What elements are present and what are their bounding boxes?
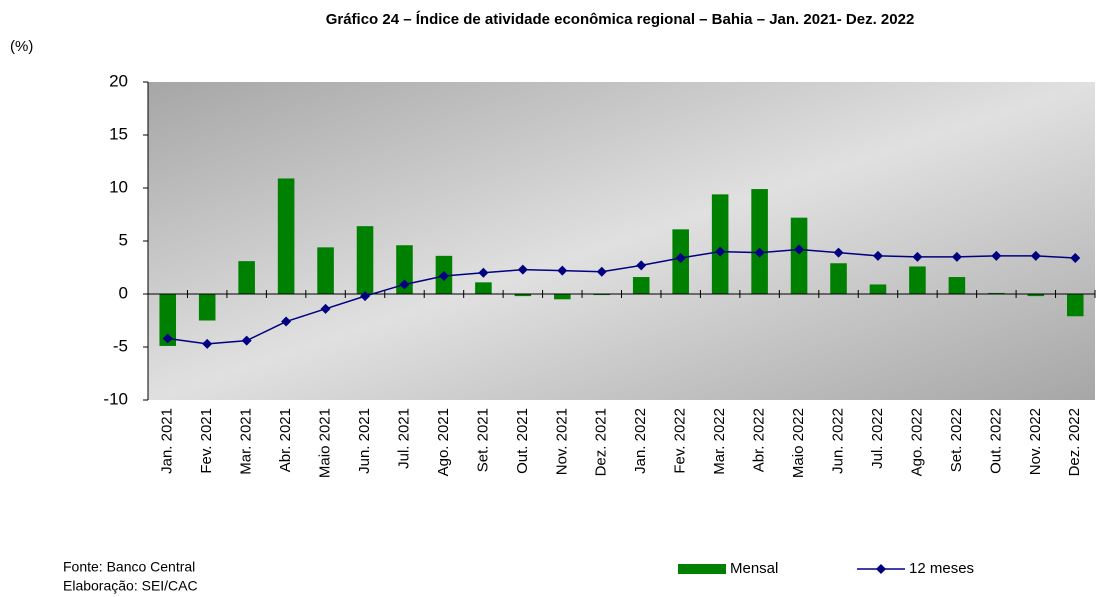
marker [951, 251, 962, 262]
x-tick-label: Nov. 2021 [553, 408, 570, 475]
x-tick-label: Abr. 2021 [277, 408, 294, 472]
y-tick-label: 5 [119, 230, 128, 249]
source-note: Fonte: Banco Central [63, 559, 195, 575]
x-tick-label: Ago. 2021 [435, 408, 452, 476]
x-tick-label: Mar. 2022 [711, 408, 728, 475]
marker [912, 251, 923, 262]
marker [557, 265, 568, 276]
x-tick-label: Dez. 2022 [1066, 408, 1083, 476]
marker [596, 266, 607, 277]
bar [514, 294, 532, 297]
marker [794, 244, 805, 255]
marker [360, 291, 371, 302]
x-tick-label: Fev. 2022 [672, 408, 689, 474]
marker [478, 267, 489, 278]
bar [593, 294, 611, 296]
y-tick-label: 20 [109, 71, 128, 90]
plot-area [148, 82, 1095, 400]
legend-marker [876, 564, 886, 574]
legend-label: Mensal [730, 560, 778, 577]
x-tick-label: Jan. 2021 [159, 408, 176, 474]
y-tick-label: 0 [119, 283, 128, 302]
y-tick-label: -5 [113, 336, 128, 355]
x-tick-label: Jul. 2021 [395, 408, 412, 469]
x-tick-label: Jun. 2021 [356, 408, 373, 474]
x-tick-label: Dez. 2021 [593, 408, 610, 476]
y-axis-label: (%) [10, 38, 33, 55]
bar [317, 247, 334, 294]
bar [356, 226, 374, 294]
x-tick-label: Fev. 2021 [198, 408, 215, 474]
line [167, 248, 1076, 345]
marker [241, 335, 252, 346]
x-tick-label: Maio 2021 [317, 408, 334, 478]
chart-title: Gráfico 24 – Índice de atividade econômi… [326, 11, 915, 28]
bar [1066, 294, 1084, 317]
marker [399, 279, 410, 290]
y-tick-label: -10 [103, 389, 128, 408]
marker [675, 252, 686, 263]
legend-swatch [678, 564, 726, 574]
marker [872, 250, 883, 261]
x-tick-label: Mar. 2021 [238, 408, 255, 475]
legend-label: 12 meses [909, 560, 974, 577]
bar [790, 217, 808, 294]
marker [754, 247, 765, 258]
x-tick-label: Out. 2022 [987, 408, 1004, 474]
bar [632, 277, 650, 294]
bar [238, 261, 255, 294]
bar [1027, 294, 1045, 297]
marker [715, 246, 726, 257]
source-note: Elaboração: SEI/CAC [63, 578, 198, 594]
x-tick-label: Jul. 2022 [869, 408, 886, 469]
marker [438, 270, 449, 281]
x-tick-label: Jun. 2022 [829, 408, 846, 474]
bar [869, 284, 887, 294]
marker [1070, 252, 1081, 263]
x-tick-label: Abr. 2022 [751, 408, 768, 472]
marker [517, 264, 528, 275]
x-tick-label: Maio 2022 [790, 408, 807, 478]
bar [948, 277, 966, 294]
x-tick-label: Set. 2021 [474, 408, 491, 472]
y-tick-label: 10 [109, 177, 128, 196]
bar [475, 282, 492, 294]
x-tick-label: Out. 2021 [514, 408, 531, 474]
x-tick-label: Jan. 2022 [632, 408, 649, 474]
marker [991, 250, 1002, 261]
marker [636, 260, 647, 271]
marker [281, 316, 292, 327]
marker [320, 303, 331, 314]
bar [988, 292, 1005, 294]
bar [711, 194, 729, 294]
marker [1030, 250, 1041, 261]
bar [277, 178, 295, 294]
bar [554, 294, 571, 300]
marker [833, 247, 844, 258]
x-tick-label: Set. 2022 [948, 408, 965, 472]
y-tick-label: 15 [109, 124, 128, 143]
x-tick-label: Nov. 2022 [1027, 408, 1044, 475]
marker [202, 338, 213, 349]
bar [909, 266, 926, 294]
bar [159, 294, 177, 346]
bar [198, 294, 216, 321]
marker [162, 333, 173, 344]
x-tick-label: Ago. 2022 [908, 408, 925, 476]
bar [751, 189, 768, 294]
bar [830, 263, 847, 294]
bar [396, 245, 413, 294]
